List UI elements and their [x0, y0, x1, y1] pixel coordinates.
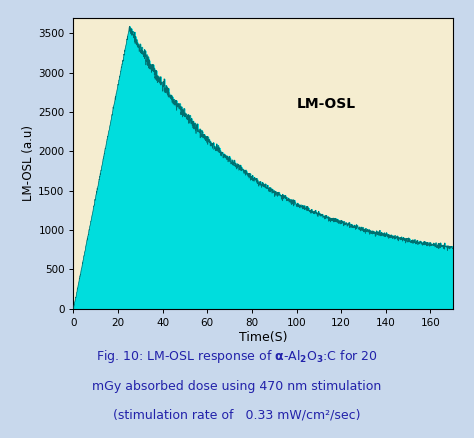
- Text: LM-OSL: LM-OSL: [297, 97, 356, 111]
- Y-axis label: LM-OSL (a.u): LM-OSL (a.u): [22, 125, 36, 201]
- Text: (stimulation rate of   0.33 mW/cm²/sec): (stimulation rate of 0.33 mW/cm²/sec): [113, 409, 361, 422]
- Text: Fig. 10: LM-OSL response of $\mathbf{\alpha}$-Al$\mathbf{_2}$O$\mathbf{_3}$:C fo: Fig. 10: LM-OSL response of $\mathbf{\al…: [96, 349, 378, 365]
- Text: mGy absorbed dose using 470 nm stimulation: mGy absorbed dose using 470 nm stimulati…: [92, 380, 382, 393]
- X-axis label: Time(S): Time(S): [239, 331, 287, 343]
